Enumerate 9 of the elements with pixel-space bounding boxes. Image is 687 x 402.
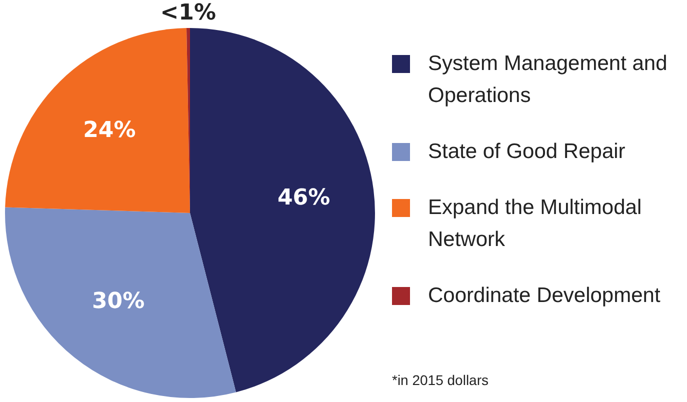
data-label: 24% [83, 118, 136, 144]
legend-label: System Management and Operations [428, 51, 668, 109]
data-label: 46% [277, 185, 330, 210]
legend-label: Coordinate Development [428, 283, 660, 309]
legend-label: State of Good Repair [428, 139, 626, 165]
text: *in 2015 dollars [392, 372, 489, 388]
data-label: <1% [160, 0, 216, 26]
legend-label: Expand the Multimodal Network [428, 195, 643, 253]
data-label: 30% [92, 289, 145, 314]
